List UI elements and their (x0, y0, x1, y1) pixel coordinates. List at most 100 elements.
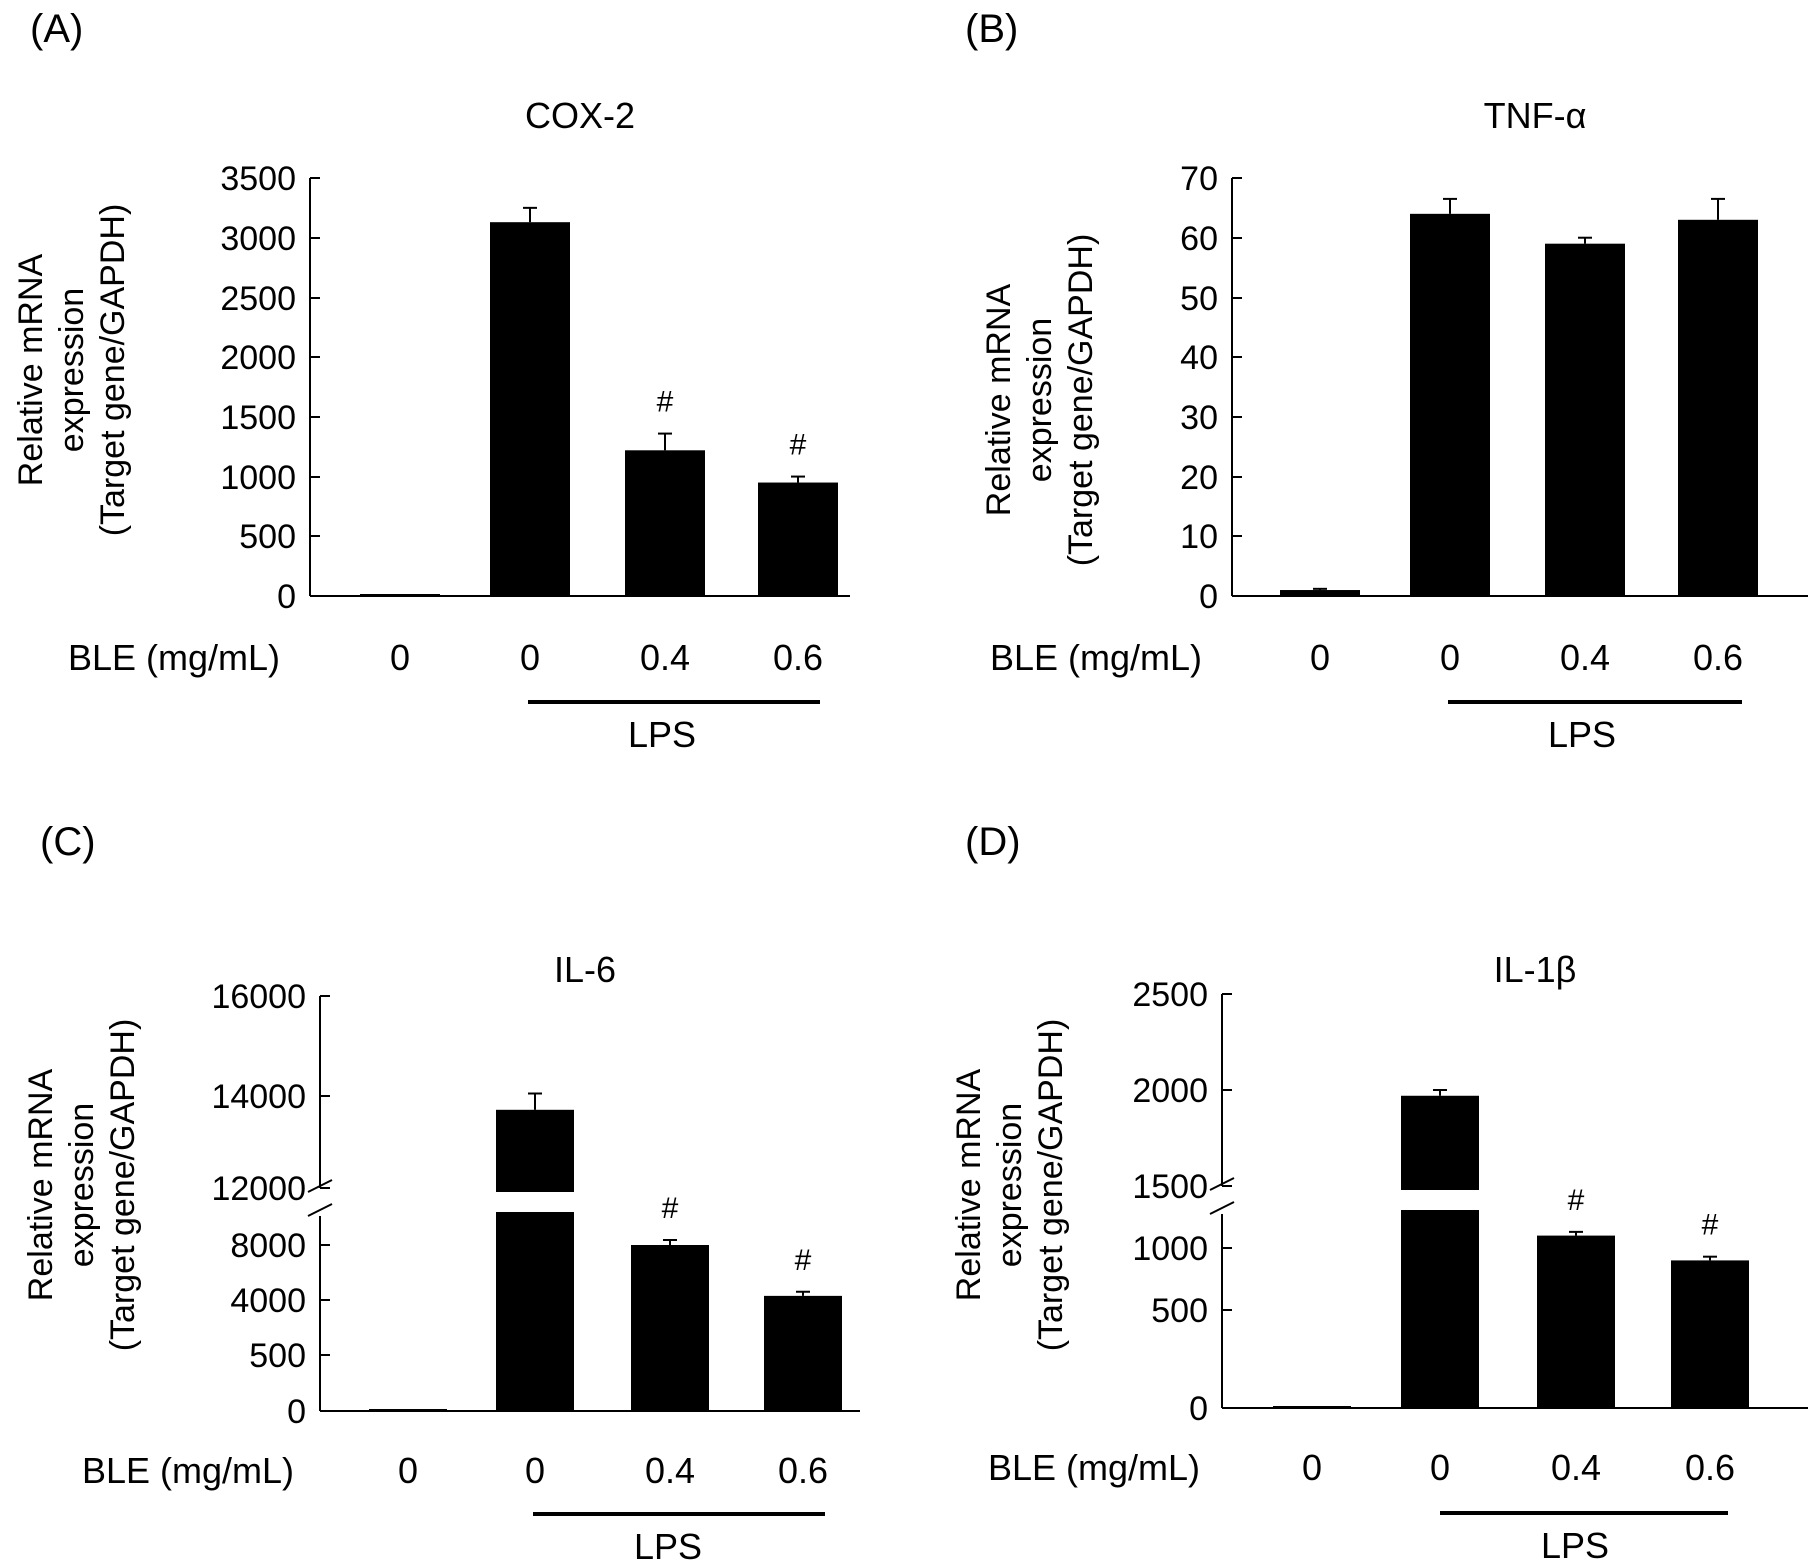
panel-label: (A) (30, 7, 83, 51)
y-tick-label: 14000 (211, 1078, 306, 1116)
panel-label: (D) (965, 820, 1021, 864)
axis-break-mark (1209, 1177, 1235, 1215)
y-tick-label: 2500 (220, 280, 296, 318)
x-axis-label: BLE (mg/mL) (68, 637, 280, 678)
significance-mark: # (795, 1244, 812, 1277)
y-tick-label: 20 (1180, 459, 1218, 497)
x-tick-label: 0.4 (645, 1450, 695, 1491)
y-axis-label-line-1: Relative mRNA (22, 1068, 60, 1301)
significance-mark: # (1568, 1184, 1585, 1217)
bar (758, 482, 838, 596)
y-tick-label: 2000 (220, 339, 296, 377)
y-tick-label: 3500 (220, 160, 296, 198)
chart-title: IL-6 (554, 949, 616, 990)
panel-d: (D) IL-1β Relative mRNA expression (Targ… (950, 820, 1808, 1566)
x-tick-label: 0.6 (1685, 1447, 1735, 1488)
panel-b: (B) TNF-α Relative mRNA expression (Targ… (965, 7, 1808, 755)
y-axis-label-line-2: expression (991, 1103, 1029, 1267)
y-tick-label: 40 (1180, 339, 1218, 377)
y-tick-label: 1000 (1132, 1230, 1208, 1268)
y-tick-label: 2500 (1132, 976, 1208, 1014)
y-axis-label-line-3: (Target gene/GAPDH) (94, 204, 132, 537)
x-tick-label: 0.4 (1551, 1447, 1601, 1488)
panel-label: (C) (40, 820, 96, 864)
y-tick-label: 30 (1180, 399, 1218, 437)
y-tick-label: 8000 (230, 1227, 306, 1265)
bars (1280, 197, 1758, 597)
bars: ## (369, 1092, 842, 1411)
y-tick-label: 1500 (1132, 1168, 1208, 1206)
y-tick-label: 2000 (1132, 1072, 1208, 1110)
y-tick-label: 1000 (220, 459, 296, 497)
y-axis-label-line-2: expression (53, 288, 91, 452)
x-tick-label: 0 (398, 1450, 418, 1491)
chart-title: TNF-α (1484, 95, 1587, 136)
bar (764, 1295, 842, 1411)
y-ticks: 0 500 1000 1500 2000 2500 3000 3500 (220, 160, 320, 616)
bar (496, 1109, 574, 1411)
y-axis-label-line-3: (Target gene/GAPDH) (104, 1019, 142, 1352)
significance-mark: # (657, 386, 674, 419)
bar (1671, 1260, 1749, 1408)
lps-label: LPS (1548, 714, 1616, 755)
y-axis-label-line-1: Relative mRNA (980, 283, 1018, 516)
x-tick-label: 0 (390, 637, 410, 678)
lps-label: LPS (634, 1526, 702, 1566)
bar (625, 450, 705, 596)
y-tick-label: 70 (1180, 160, 1218, 198)
panel-label: (B) (965, 7, 1018, 51)
chart-title: COX-2 (525, 95, 635, 136)
y-axis-label-line-1: Relative mRNA (950, 1068, 988, 1301)
bar (369, 1409, 447, 1411)
y-tick-label: 60 (1180, 220, 1218, 258)
bar (490, 222, 570, 596)
y-tick-label: 16000 (211, 978, 306, 1016)
y-tick-label: 500 (1151, 1292, 1208, 1330)
panel-a: (A) COX-2 Relative mRNA expression (Targ… (12, 7, 850, 755)
bar (1410, 213, 1490, 597)
x-tick-label: 0 (525, 1450, 545, 1491)
bars: ## (360, 206, 838, 596)
x-tick-label: 0 (1302, 1447, 1322, 1488)
bar (360, 594, 440, 596)
y-ticks: 0 500 1000 1500 2000 2500 (1132, 976, 1232, 1428)
significance-mark: # (790, 429, 807, 462)
x-tick-label: 0 (1430, 1447, 1450, 1488)
y-axis-label: Relative mRNA expression (Target gene/GA… (22, 1019, 142, 1352)
bar (1537, 1235, 1615, 1408)
x-tick-label: 0.6 (1693, 637, 1743, 678)
x-axis-label: BLE (mg/mL) (82, 1450, 294, 1491)
y-tick-label: 50 (1180, 280, 1218, 318)
lps-label: LPS (628, 714, 696, 755)
axis-break-mark (307, 1179, 333, 1217)
y-axis-label: Relative mRNA expression (Target gene/GA… (980, 234, 1100, 567)
y-axis-label-line-3: (Target gene/GAPDH) (1062, 234, 1100, 567)
y-tick-label: 3000 (220, 220, 296, 258)
bar (1273, 1406, 1351, 1408)
bar (1678, 219, 1758, 597)
x-tick-label: 0.6 (778, 1450, 828, 1491)
y-tick-label: 10 (1180, 518, 1218, 556)
bar-break-gap (494, 1192, 576, 1212)
panel-c: (C) IL-6 Relative mRNA expression (Targe… (22, 820, 860, 1566)
bar (1401, 1095, 1479, 1408)
y-axis-label: Relative mRNA expression (Target gene/GA… (12, 204, 132, 537)
y-tick-label: 4000 (230, 1282, 306, 1320)
x-tick-label: 0 (520, 637, 540, 678)
bar (1545, 243, 1625, 596)
x-axis-label: BLE (mg/mL) (988, 1447, 1200, 1488)
x-axis-label: BLE (mg/mL) (990, 637, 1202, 678)
y-axis-label-line-2: expression (63, 1103, 101, 1267)
x-tick-label: 0 (1440, 637, 1460, 678)
x-tick-label: 0.4 (640, 637, 690, 678)
y-axis-label-line-2: expression (1021, 318, 1059, 482)
y-tick-label: 0 (287, 1393, 306, 1431)
y-tick-label: 0 (277, 578, 296, 616)
y-ticks: 0 500 4000 8000 12000 14000 16000 (211, 978, 330, 1431)
x-tick-label: 0.4 (1560, 637, 1610, 678)
x-tick-label: 0.6 (773, 637, 823, 678)
y-tick-label: 0 (1189, 1390, 1208, 1428)
y-tick-label: 0 (1199, 578, 1218, 616)
y-axis-label-line-1: Relative mRNA (12, 253, 50, 486)
y-tick-label: 12000 (211, 1170, 306, 1208)
